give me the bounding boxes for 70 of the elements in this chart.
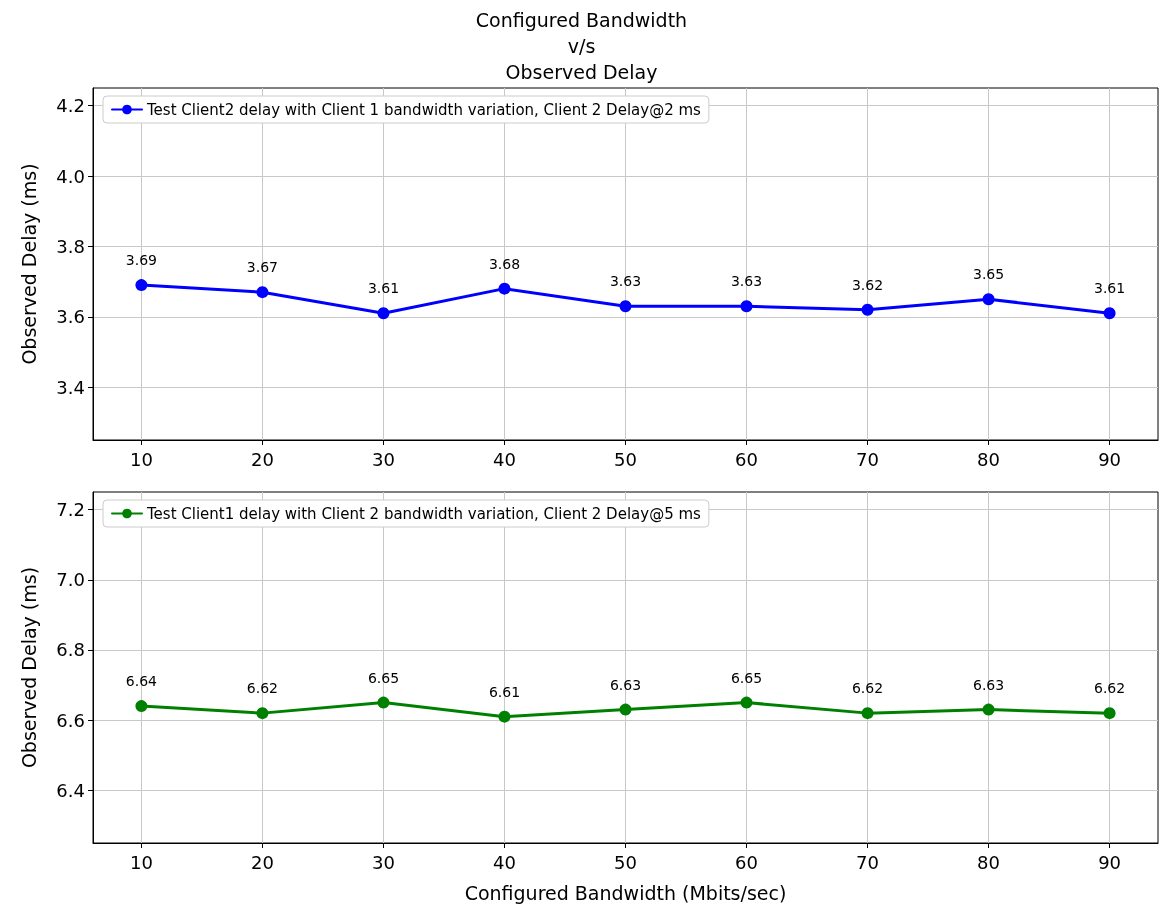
y-tick-label: 3.8 <box>56 235 85 257</box>
point <box>1103 707 1116 720</box>
x-tick-label: 40 <box>493 448 516 470</box>
y-tick-label: 3.4 <box>56 376 85 398</box>
point <box>982 703 995 716</box>
data-label: 3.65 <box>972 266 1005 283</box>
point <box>1103 307 1116 320</box>
point <box>861 707 874 720</box>
data-label: 6.62 <box>246 680 279 697</box>
y-tick-label: 4.0 <box>56 165 85 187</box>
x-tick-label: 90 <box>1098 448 1122 470</box>
point <box>861 303 874 316</box>
data-label: 6.63 <box>972 676 1005 693</box>
data-label: 6.65 <box>730 669 763 686</box>
point <box>982 293 995 306</box>
x-tick-label: 10 <box>129 448 153 470</box>
x-tick-label: 40 <box>493 851 516 873</box>
data-label: 6.65 <box>367 669 400 686</box>
x-tick-label: 10 <box>129 851 153 873</box>
y-tick-label: 4.2 <box>56 95 85 117</box>
data-label: 6.63 <box>609 676 642 693</box>
data-label: 6.62 <box>1094 680 1126 697</box>
y-tick-label: 7.0 <box>56 569 85 591</box>
point <box>740 696 753 709</box>
data-label: 3.63 <box>609 273 642 290</box>
y-axis-title: Observed Delay (ms) <box>17 163 40 365</box>
point <box>619 300 632 313</box>
point <box>619 703 632 716</box>
x-tick-label: 80 <box>977 448 1001 470</box>
data-label: 3.63 <box>730 273 763 290</box>
x-tick-label: 20 <box>250 448 274 470</box>
point <box>377 307 390 320</box>
data-label: 3.61 <box>367 280 400 297</box>
data-label: 6.61 <box>488 683 521 700</box>
data-label: 3.67 <box>246 259 279 276</box>
x-tick-label: 50 <box>614 851 637 873</box>
data-label: 6.62 <box>851 680 884 697</box>
y-tick-label: 6.6 <box>56 709 85 731</box>
x-tick-label: 60 <box>735 448 758 470</box>
legend-label: Test Client1 delay with Client 2 bandwidth variation, Client 2 Delay@5 ms <box>146 504 702 523</box>
x-tick-label: 30 <box>372 851 395 873</box>
y-tick-label: 7.2 <box>56 499 85 521</box>
x-tick-label: 70 <box>856 851 879 873</box>
x-tick-label: 50 <box>614 448 637 470</box>
data-label: 6.64 <box>125 673 158 690</box>
chart-title: Configured Bandwidth v/s Observed Delay <box>475 9 688 83</box>
data-label: 3.69 <box>125 252 157 269</box>
y-tick-label: 3.6 <box>56 306 85 328</box>
point <box>498 710 511 723</box>
x-tick-label: 80 <box>977 851 1001 873</box>
data-label: 3.61 <box>1094 280 1126 297</box>
data-label: 3.68 <box>488 255 521 272</box>
y-tick-label: 6.4 <box>56 779 85 801</box>
x-tick-label: 70 <box>856 448 879 470</box>
point <box>740 300 753 313</box>
x-tick-label: 90 <box>1098 851 1122 873</box>
x-tick-label: 60 <box>735 851 758 873</box>
data-label: 3.62 <box>851 276 884 293</box>
y-tick-label: 6.8 <box>56 639 85 661</box>
x-tick-label: 30 <box>372 448 395 470</box>
point <box>256 286 269 299</box>
x-tick-label: 20 <box>250 851 274 873</box>
point <box>135 700 148 713</box>
point <box>377 696 390 709</box>
y-axis-title: Observed Delay (ms) <box>17 566 40 769</box>
x-axis-title: Configured Bandwidth (Mbits/sec) <box>464 881 787 904</box>
point <box>256 707 269 720</box>
point <box>498 282 511 295</box>
point <box>135 279 148 292</box>
legend-label: Test Client2 delay with Client 1 bandwidth variation, Client 2 Delay@2 ms <box>146 100 702 119</box>
